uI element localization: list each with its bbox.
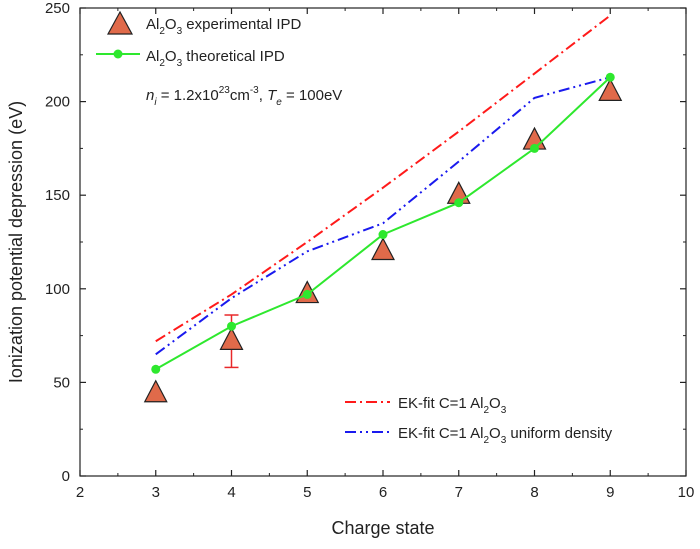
x-tick-label: 4	[227, 484, 235, 501]
theoretical-point	[605, 72, 615, 82]
legend-label-ek-fit: EK-fit C=1 Al2O3	[398, 395, 507, 416]
legend-label-theoretical: Al2O3 theoretical IPD	[146, 48, 285, 69]
x-tick-label: 3	[152, 484, 160, 501]
theoretical-point	[227, 321, 236, 331]
x-tick-label: 5	[303, 484, 311, 501]
conditions-annotation: ni = 1.2x1023cm-3, Te = 100eV	[146, 85, 342, 108]
x-tick-label: 7	[455, 484, 463, 501]
theoretical-point	[530, 143, 539, 153]
legend-label-ek-fit-uniform: EK-fit C=1 Al2O3 uniform density	[398, 425, 613, 446]
x-tick-label: 9	[606, 484, 614, 501]
legend-marker-theoretical	[113, 49, 123, 59]
y-tick-label: 200	[45, 94, 70, 111]
experimental-point	[143, 379, 168, 403]
experimental-point	[219, 327, 244, 350]
y-tick-label: 100	[45, 281, 70, 298]
theoretical-point	[151, 364, 161, 374]
x-axis-label: Charge state	[331, 518, 434, 538]
y-tick-label: 250	[45, 0, 70, 17]
x-tick-label: 2	[76, 484, 84, 501]
y-tick-label: 150	[45, 187, 70, 204]
experimental-point	[371, 237, 395, 261]
experimental-point	[598, 78, 623, 101]
theoretical-point	[378, 230, 388, 240]
legend-bottom: EK-fit C=1 Al2O3 EK-fit C=1 Al2O3 unifor…	[345, 395, 613, 446]
y-axis-label: Ionization potential depression (eV)	[6, 101, 26, 383]
theoretical-point	[302, 289, 312, 299]
legend-top: Al2O3 experimental IPD Al2O3 theoretical…	[96, 10, 342, 108]
x-tick-label: 8	[530, 484, 538, 501]
y-tick-label: 50	[53, 374, 70, 391]
x-tick-label: 10	[678, 484, 695, 501]
legend-label-experimental: Al2O3 experimental IPD	[146, 16, 302, 37]
series-line-ek-fit	[155, 14, 611, 343]
series-layer	[143, 14, 623, 403]
y-tick-label: 0	[62, 468, 70, 485]
theoretical-point	[454, 198, 464, 208]
legend-marker-experimental	[106, 10, 134, 35]
series-line-ek-fit-uniform	[155, 76, 611, 356]
x-tick-label: 6	[379, 484, 387, 501]
